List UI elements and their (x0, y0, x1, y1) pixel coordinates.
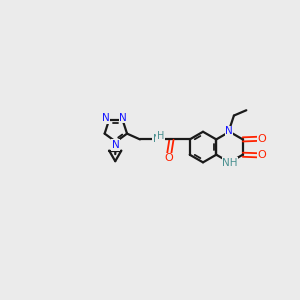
Text: N: N (119, 112, 127, 122)
Text: O: O (164, 153, 173, 163)
Text: N: N (225, 126, 233, 136)
Text: H: H (157, 131, 164, 142)
Text: NH: NH (222, 158, 238, 168)
Text: O: O (258, 134, 267, 144)
Text: N: N (112, 140, 120, 150)
Text: O: O (258, 150, 267, 160)
Text: N: N (153, 134, 160, 144)
Text: N: N (102, 113, 110, 123)
